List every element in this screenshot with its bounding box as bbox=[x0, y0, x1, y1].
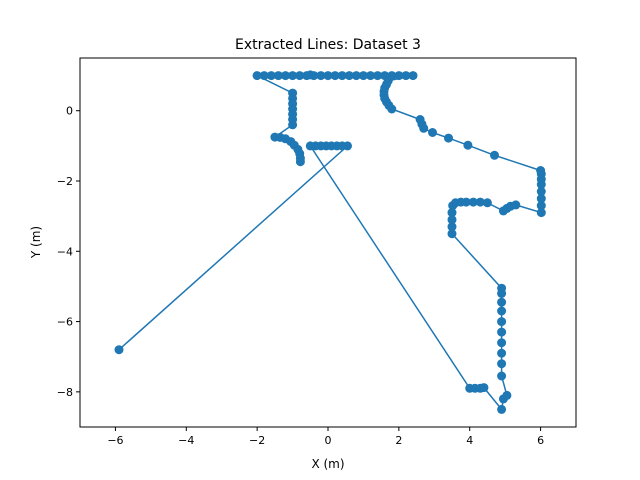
data-point bbox=[252, 71, 262, 81]
data-point bbox=[536, 201, 546, 211]
data-point bbox=[415, 115, 425, 124]
data-point bbox=[497, 306, 507, 316]
data-point bbox=[479, 383, 489, 393]
data-point bbox=[447, 215, 457, 225]
data-point bbox=[380, 71, 390, 81]
data-point bbox=[447, 208, 457, 218]
data-point bbox=[281, 71, 290, 81]
data-point bbox=[502, 390, 512, 400]
data-point bbox=[497, 283, 507, 293]
data-point bbox=[266, 71, 276, 81]
data-point bbox=[497, 297, 507, 307]
y-tick-label: −8 bbox=[57, 386, 73, 399]
data-point bbox=[288, 120, 298, 130]
data-point bbox=[288, 71, 298, 81]
data-point bbox=[463, 140, 473, 150]
axis-ticks: −6 −4 −2 0 2 4 6 −8 −6 −4 −2 0 bbox=[57, 105, 544, 447]
data-point bbox=[401, 71, 411, 81]
data-point bbox=[497, 327, 507, 337]
x-tick-label: 4 bbox=[466, 434, 473, 447]
data-point bbox=[482, 198, 492, 208]
x-tick-label: 0 bbox=[325, 434, 332, 447]
data-point bbox=[511, 200, 521, 210]
data-point bbox=[447, 229, 457, 239]
data-point bbox=[316, 71, 326, 81]
data-point bbox=[330, 71, 340, 81]
data-point bbox=[366, 71, 375, 81]
data-point bbox=[497, 348, 507, 358]
plot-area bbox=[114, 70, 546, 414]
data-point bbox=[444, 133, 453, 143]
y-tick-label: −2 bbox=[57, 175, 73, 188]
data-point bbox=[536, 187, 546, 196]
data-point bbox=[302, 71, 312, 81]
data-point bbox=[259, 71, 269, 81]
data-point bbox=[475, 197, 485, 207]
data-point bbox=[447, 222, 457, 232]
data-point bbox=[373, 71, 383, 81]
x-tick-label: −6 bbox=[107, 434, 123, 447]
data-point bbox=[536, 208, 546, 218]
data-point bbox=[323, 71, 333, 81]
data-point bbox=[408, 71, 418, 81]
chart-title: Extracted Lines: Dataset 3 bbox=[235, 37, 421, 53]
data-point bbox=[114, 345, 124, 355]
data-point bbox=[358, 71, 368, 81]
data-point bbox=[468, 197, 478, 207]
data-point bbox=[536, 166, 546, 175]
data-point bbox=[295, 157, 305, 167]
data-point bbox=[428, 128, 437, 137]
data-point bbox=[536, 194, 546, 204]
data-point bbox=[497, 359, 507, 369]
y-tick-label: 0 bbox=[66, 105, 73, 118]
data-point bbox=[497, 317, 507, 327]
data-point bbox=[497, 371, 507, 381]
data-point bbox=[351, 71, 361, 81]
x-tick-label: 2 bbox=[395, 434, 402, 447]
x-tick-label: 6 bbox=[537, 434, 544, 447]
data-point bbox=[461, 197, 471, 207]
x-tick-label: −4 bbox=[178, 434, 194, 447]
data-point bbox=[295, 71, 305, 81]
data-point bbox=[344, 71, 354, 81]
data-point bbox=[497, 338, 507, 348]
data-point bbox=[273, 71, 283, 81]
y-tick-label: −4 bbox=[57, 245, 73, 258]
data-point bbox=[497, 404, 507, 414]
y-axis-label: Y (m) bbox=[29, 226, 43, 259]
y-tick-label: −6 bbox=[57, 316, 73, 329]
data-point bbox=[305, 141, 315, 151]
data-point bbox=[490, 150, 499, 160]
data-point bbox=[394, 71, 404, 81]
data-point bbox=[337, 71, 347, 81]
x-tick-label: −2 bbox=[249, 434, 265, 447]
x-axis-label: X (m) bbox=[311, 457, 344, 471]
data-point bbox=[387, 71, 397, 81]
